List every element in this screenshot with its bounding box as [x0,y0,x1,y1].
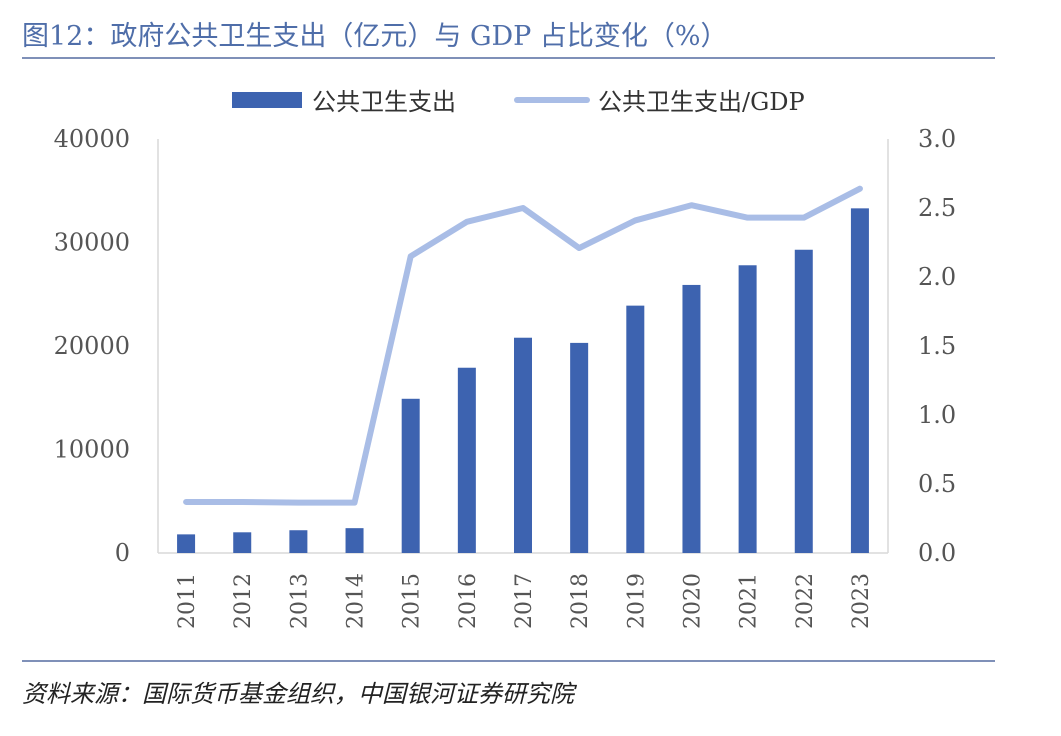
bar [682,284,701,553]
axes: 0 10000 20000 30000 40000 0.0 0.5 1.0 1.5 2.0 2.5 3… [54,125,957,567]
y-right-tick-label: 2.5 [918,194,956,222]
line-point [353,501,356,504]
bar-series [177,208,869,553]
x-tick-label: 2017 [512,573,537,629]
x-tick-label: 2013 [287,573,312,629]
x-tick-label: 2021 [737,573,762,629]
line-point [634,219,637,222]
legend-bar-swatch [232,92,302,108]
bar [289,530,308,553]
y-right-tick-label: 1.5 [918,332,956,360]
line-point [746,216,749,219]
x-tick-label: 2015 [400,573,425,629]
y-right-tick-label: 0.5 [918,470,956,498]
x-tick-label: 2011 [175,573,200,629]
y-right-tick-label: 2.0 [918,263,956,291]
line-series [183,185,863,506]
x-axis-labels: 2011 2012 2013 2014 2015 2016 2017 2018 2019 2020… [175,573,874,629]
line-point [802,216,805,219]
x-tick-label: 2023 [849,573,874,629]
y-right-tick-label: 0.0 [918,539,956,567]
legend-bar-label: 公共卫生支出 [312,88,456,116]
bar [457,367,476,553]
bar [233,532,252,553]
x-tick-label: 2016 [456,573,481,629]
title-divider [22,57,995,59]
bar [401,398,420,553]
x-tick-label: 2018 [568,573,593,629]
x-tick-label: 2014 [344,573,369,629]
y-left-tick-label: 20000 [54,332,130,360]
line-point [241,500,244,503]
y-left-tick-label: 0 [115,539,130,567]
source-divider [22,660,995,662]
legend: 公共卫生支出 公共卫生支出/GDP [232,88,805,116]
chart: 公共卫生支出 公共卫生支出/GDP 0 10000 20000 30000 40000 0.… [54,88,957,629]
bar [626,305,645,553]
chart-title: 图12：政府公共卫生支出（亿元）与 GDP 占比变化（%） [22,21,728,52]
line-point [465,220,468,223]
line-point [690,204,693,207]
bar [345,528,364,553]
bar [514,337,532,553]
line-point [297,501,300,504]
line-point [578,247,581,250]
y-right-tick-label: 3.0 [918,125,956,153]
bar [177,534,196,553]
source-note: 资料来源：国际货币基金组织，中国银河证券研究院 [22,680,574,708]
line-point [858,187,861,190]
bar [738,265,757,553]
line-point [522,207,524,209]
line-point [185,500,188,503]
y-right-tick-label: 1.0 [918,401,956,429]
line-point [409,255,412,258]
x-tick-label: 2022 [793,573,818,629]
bar [794,249,813,553]
bar [570,342,589,553]
legend-line-label: 公共卫生支出/GDP [598,88,805,116]
x-tick-label: 2012 [231,573,256,629]
x-tick-label: 2019 [624,573,649,629]
y-left-tick-label: 30000 [54,229,130,257]
bar [850,208,869,553]
y-left-tick-label: 10000 [54,436,130,464]
x-tick-label: 2020 [680,573,705,629]
y-left-tick-label: 40000 [54,125,130,153]
